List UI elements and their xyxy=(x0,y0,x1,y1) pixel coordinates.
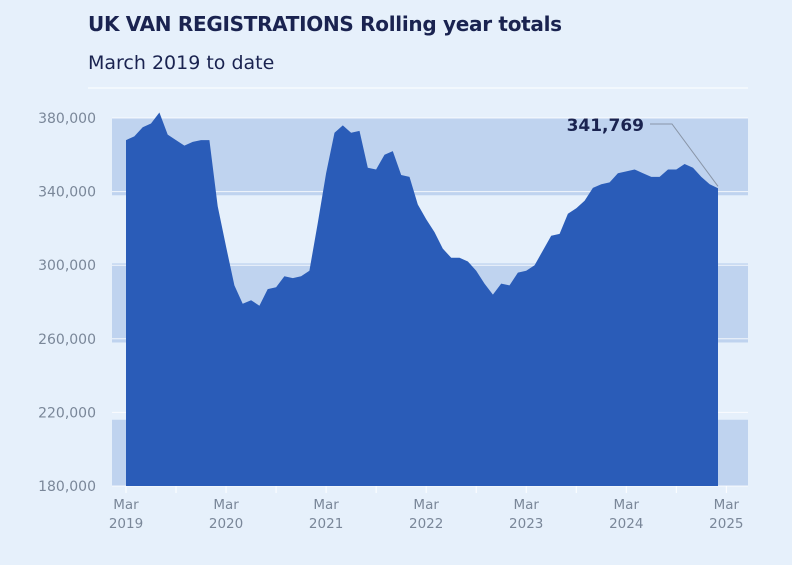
annotation: 341,769 xyxy=(567,116,719,187)
y-axis: 180,000 220,000 260,000 300,000 340,000 380,0… xyxy=(38,111,96,495)
x-tick-label-year: 2019 xyxy=(109,516,143,532)
y-tick-label: 300,000 xyxy=(38,258,96,274)
chart-title: UK VAN REGISTRATIONS Rolling year totals xyxy=(88,12,562,36)
x-tick-label-month: Mar xyxy=(313,497,339,513)
x-tick-label-year: 2022 xyxy=(409,516,443,532)
x-tick-label-month: Mar xyxy=(714,497,740,513)
x-tick-label-month: Mar xyxy=(113,497,139,513)
y-tick-label: 260,000 xyxy=(38,332,96,348)
y-tick-label: 180,000 xyxy=(38,479,96,495)
y-tick-label: 380,000 xyxy=(38,111,96,127)
x-tick-label-year: 2024 xyxy=(609,516,643,532)
y-tick-label: 340,000 xyxy=(38,185,96,201)
chart-subtitle: March 2019 to date xyxy=(88,52,275,74)
x-tick-label-month: Mar xyxy=(614,497,640,513)
y-tick-label: 220,000 xyxy=(38,405,96,421)
x-tick-label-year: 2021 xyxy=(309,516,343,532)
x-tick-label-year: 2023 xyxy=(509,516,543,532)
annotation-leader-line xyxy=(650,123,719,187)
x-tick-label-month: Mar xyxy=(413,497,439,513)
x-tick-label-month: Mar xyxy=(213,497,239,513)
x-tick-label-year: 2020 xyxy=(209,516,243,532)
area-series xyxy=(126,112,718,486)
x-axis: Mar 2019 Mar 2020 Mar 2021 Mar 2022 Mar 2023 Mar 20… xyxy=(109,486,744,532)
annotation-label: 341,769 xyxy=(567,116,644,136)
x-tick-label-month: Mar xyxy=(513,497,539,513)
x-tick-label-year: 2025 xyxy=(709,516,743,532)
